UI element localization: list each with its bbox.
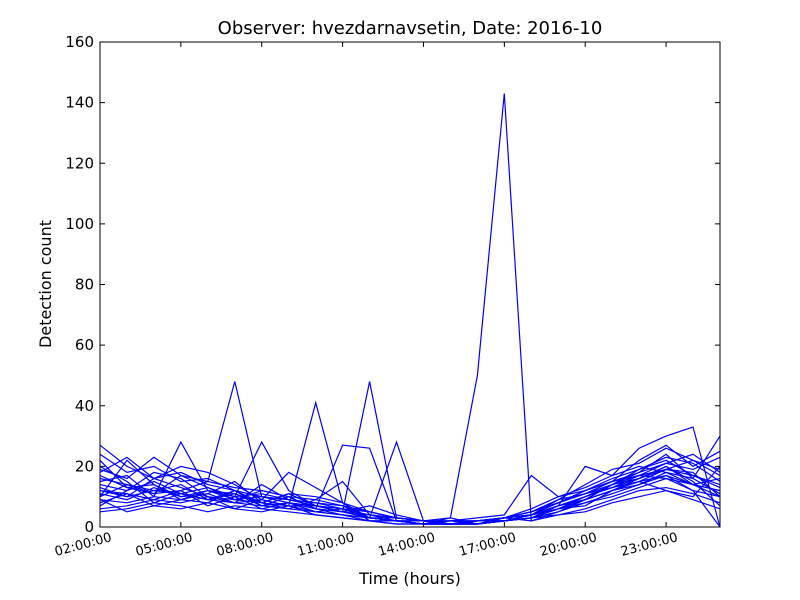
series-line-15 — [99, 474, 721, 525]
series-line-18 — [99, 489, 721, 525]
y-tick-label: 60 — [75, 336, 94, 354]
y-tick-label: 160 — [65, 33, 94, 51]
series-line-21 — [99, 474, 721, 528]
y-tick-label: 40 — [75, 397, 94, 415]
y-tick-label: 140 — [65, 94, 94, 112]
x-axis-label: Time (hours) — [358, 569, 461, 588]
y-axis-label: Detection count — [36, 220, 55, 348]
series-line-22 — [99, 459, 721, 525]
chart-title: Observer: hvezdarnavsetin, Date: 2016-10 — [218, 18, 603, 39]
y-tick-label: 0 — [84, 518, 94, 536]
series-line-20 — [99, 465, 721, 525]
series-layer — [99, 93, 721, 528]
y-axis: 0 20 40 60 80 100 120 140 160 — [65, 33, 720, 536]
y-tick-label: 120 — [65, 154, 94, 172]
y-tick-label: 100 — [65, 215, 94, 233]
y-tick-label: 80 — [75, 276, 94, 294]
y-tick-label: 20 — [75, 457, 94, 475]
